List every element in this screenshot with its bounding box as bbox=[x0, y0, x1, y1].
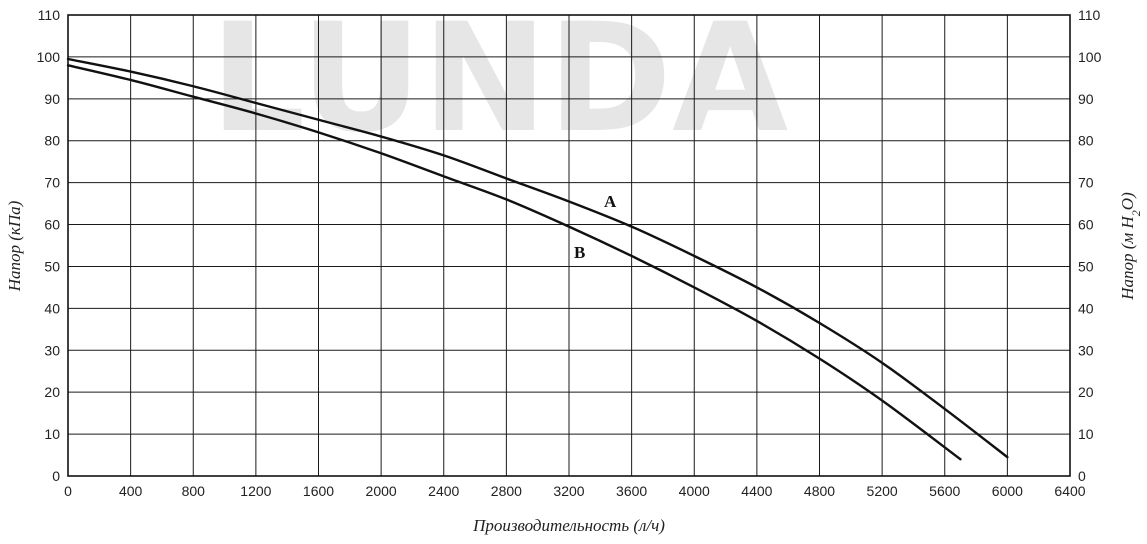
y-tick-label-left: 90 bbox=[44, 91, 60, 107]
y-tick-label-left: 30 bbox=[44, 342, 60, 358]
x-axis-title: Производительность (л/ч) bbox=[472, 516, 665, 535]
y-tick-label-right: 60 bbox=[1078, 217, 1094, 233]
y-axis-title-right-sub: 2 bbox=[1129, 210, 1143, 216]
x-tick-label: 4000 bbox=[679, 483, 710, 499]
tick-labels: 0 400 800 1200 1600 2000 2400 2800 3200 3600 4000 4… bbox=[37, 7, 1102, 499]
y-tick-label-right: 80 bbox=[1078, 133, 1094, 149]
series-label-a: A bbox=[604, 192, 617, 211]
grid bbox=[67, 14, 1071, 477]
curves bbox=[66, 57, 1009, 461]
x-tick-label: 3600 bbox=[616, 483, 647, 499]
y-tick-label-left: 80 bbox=[44, 133, 60, 149]
y-tick-label-right: 50 bbox=[1078, 258, 1094, 274]
y-tick-label-left: 70 bbox=[44, 175, 60, 191]
x-tick-label: 0 bbox=[64, 483, 72, 499]
series-line-a bbox=[66, 57, 1009, 459]
y-tick-label-left: 20 bbox=[44, 384, 60, 400]
y-tick-label-left: 40 bbox=[44, 300, 60, 316]
y-axis-title-right: Напор (м H2O) bbox=[1118, 192, 1143, 301]
y-tick-label-right: 30 bbox=[1078, 342, 1094, 358]
y-tick-label-right: 20 bbox=[1078, 384, 1094, 400]
y-tick-label-right: 0 bbox=[1078, 468, 1086, 484]
y-axis-title-right-rest: O) bbox=[1118, 192, 1137, 210]
x-tick-label: 2000 bbox=[366, 483, 397, 499]
y-tick-label-left: 0 bbox=[52, 468, 60, 484]
x-tick-label: 4800 bbox=[804, 483, 835, 499]
y-tick-label-right: 90 bbox=[1078, 91, 1094, 107]
plot-frame bbox=[67, 14, 1071, 477]
y-tick-label-right: 70 bbox=[1078, 175, 1094, 191]
y-axis-title-right-main: Напор (м H bbox=[1118, 214, 1137, 300]
y-tick-label-right: 110 bbox=[1078, 7, 1101, 23]
x-tick-label: 6000 bbox=[992, 483, 1023, 499]
series-label-b: B bbox=[574, 243, 585, 262]
series-line-b bbox=[66, 64, 962, 461]
y-tick-label-left: 110 bbox=[38, 7, 61, 23]
x-tick-label: 1600 bbox=[303, 483, 334, 499]
y-tick-label-left: 100 bbox=[37, 49, 61, 65]
watermark-logo: LUNDA bbox=[210, 0, 788, 166]
y-tick-label-right: 100 bbox=[1078, 49, 1102, 65]
x-tick-label: 5600 bbox=[929, 483, 960, 499]
y-tick-label-left: 60 bbox=[44, 217, 60, 233]
x-tick-label: 4400 bbox=[741, 483, 772, 499]
x-tick-label: 800 bbox=[182, 483, 206, 499]
y-tick-label-left: 50 bbox=[44, 258, 60, 274]
x-tick-label: 6400 bbox=[1054, 483, 1085, 499]
y-tick-label-left: 10 bbox=[44, 426, 60, 442]
x-tick-label: 3200 bbox=[553, 483, 584, 499]
x-tick-label: 400 bbox=[119, 483, 143, 499]
y-tick-label-right: 40 bbox=[1078, 300, 1094, 316]
y-axis-title-left: Напор (кПа) bbox=[5, 200, 24, 292]
x-tick-label: 2800 bbox=[491, 483, 522, 499]
x-tick-label: 2400 bbox=[428, 483, 459, 499]
y-tick-label-right: 10 bbox=[1078, 426, 1094, 442]
x-tick-label: 5200 bbox=[867, 483, 898, 499]
x-tick-label: 1200 bbox=[240, 483, 271, 499]
